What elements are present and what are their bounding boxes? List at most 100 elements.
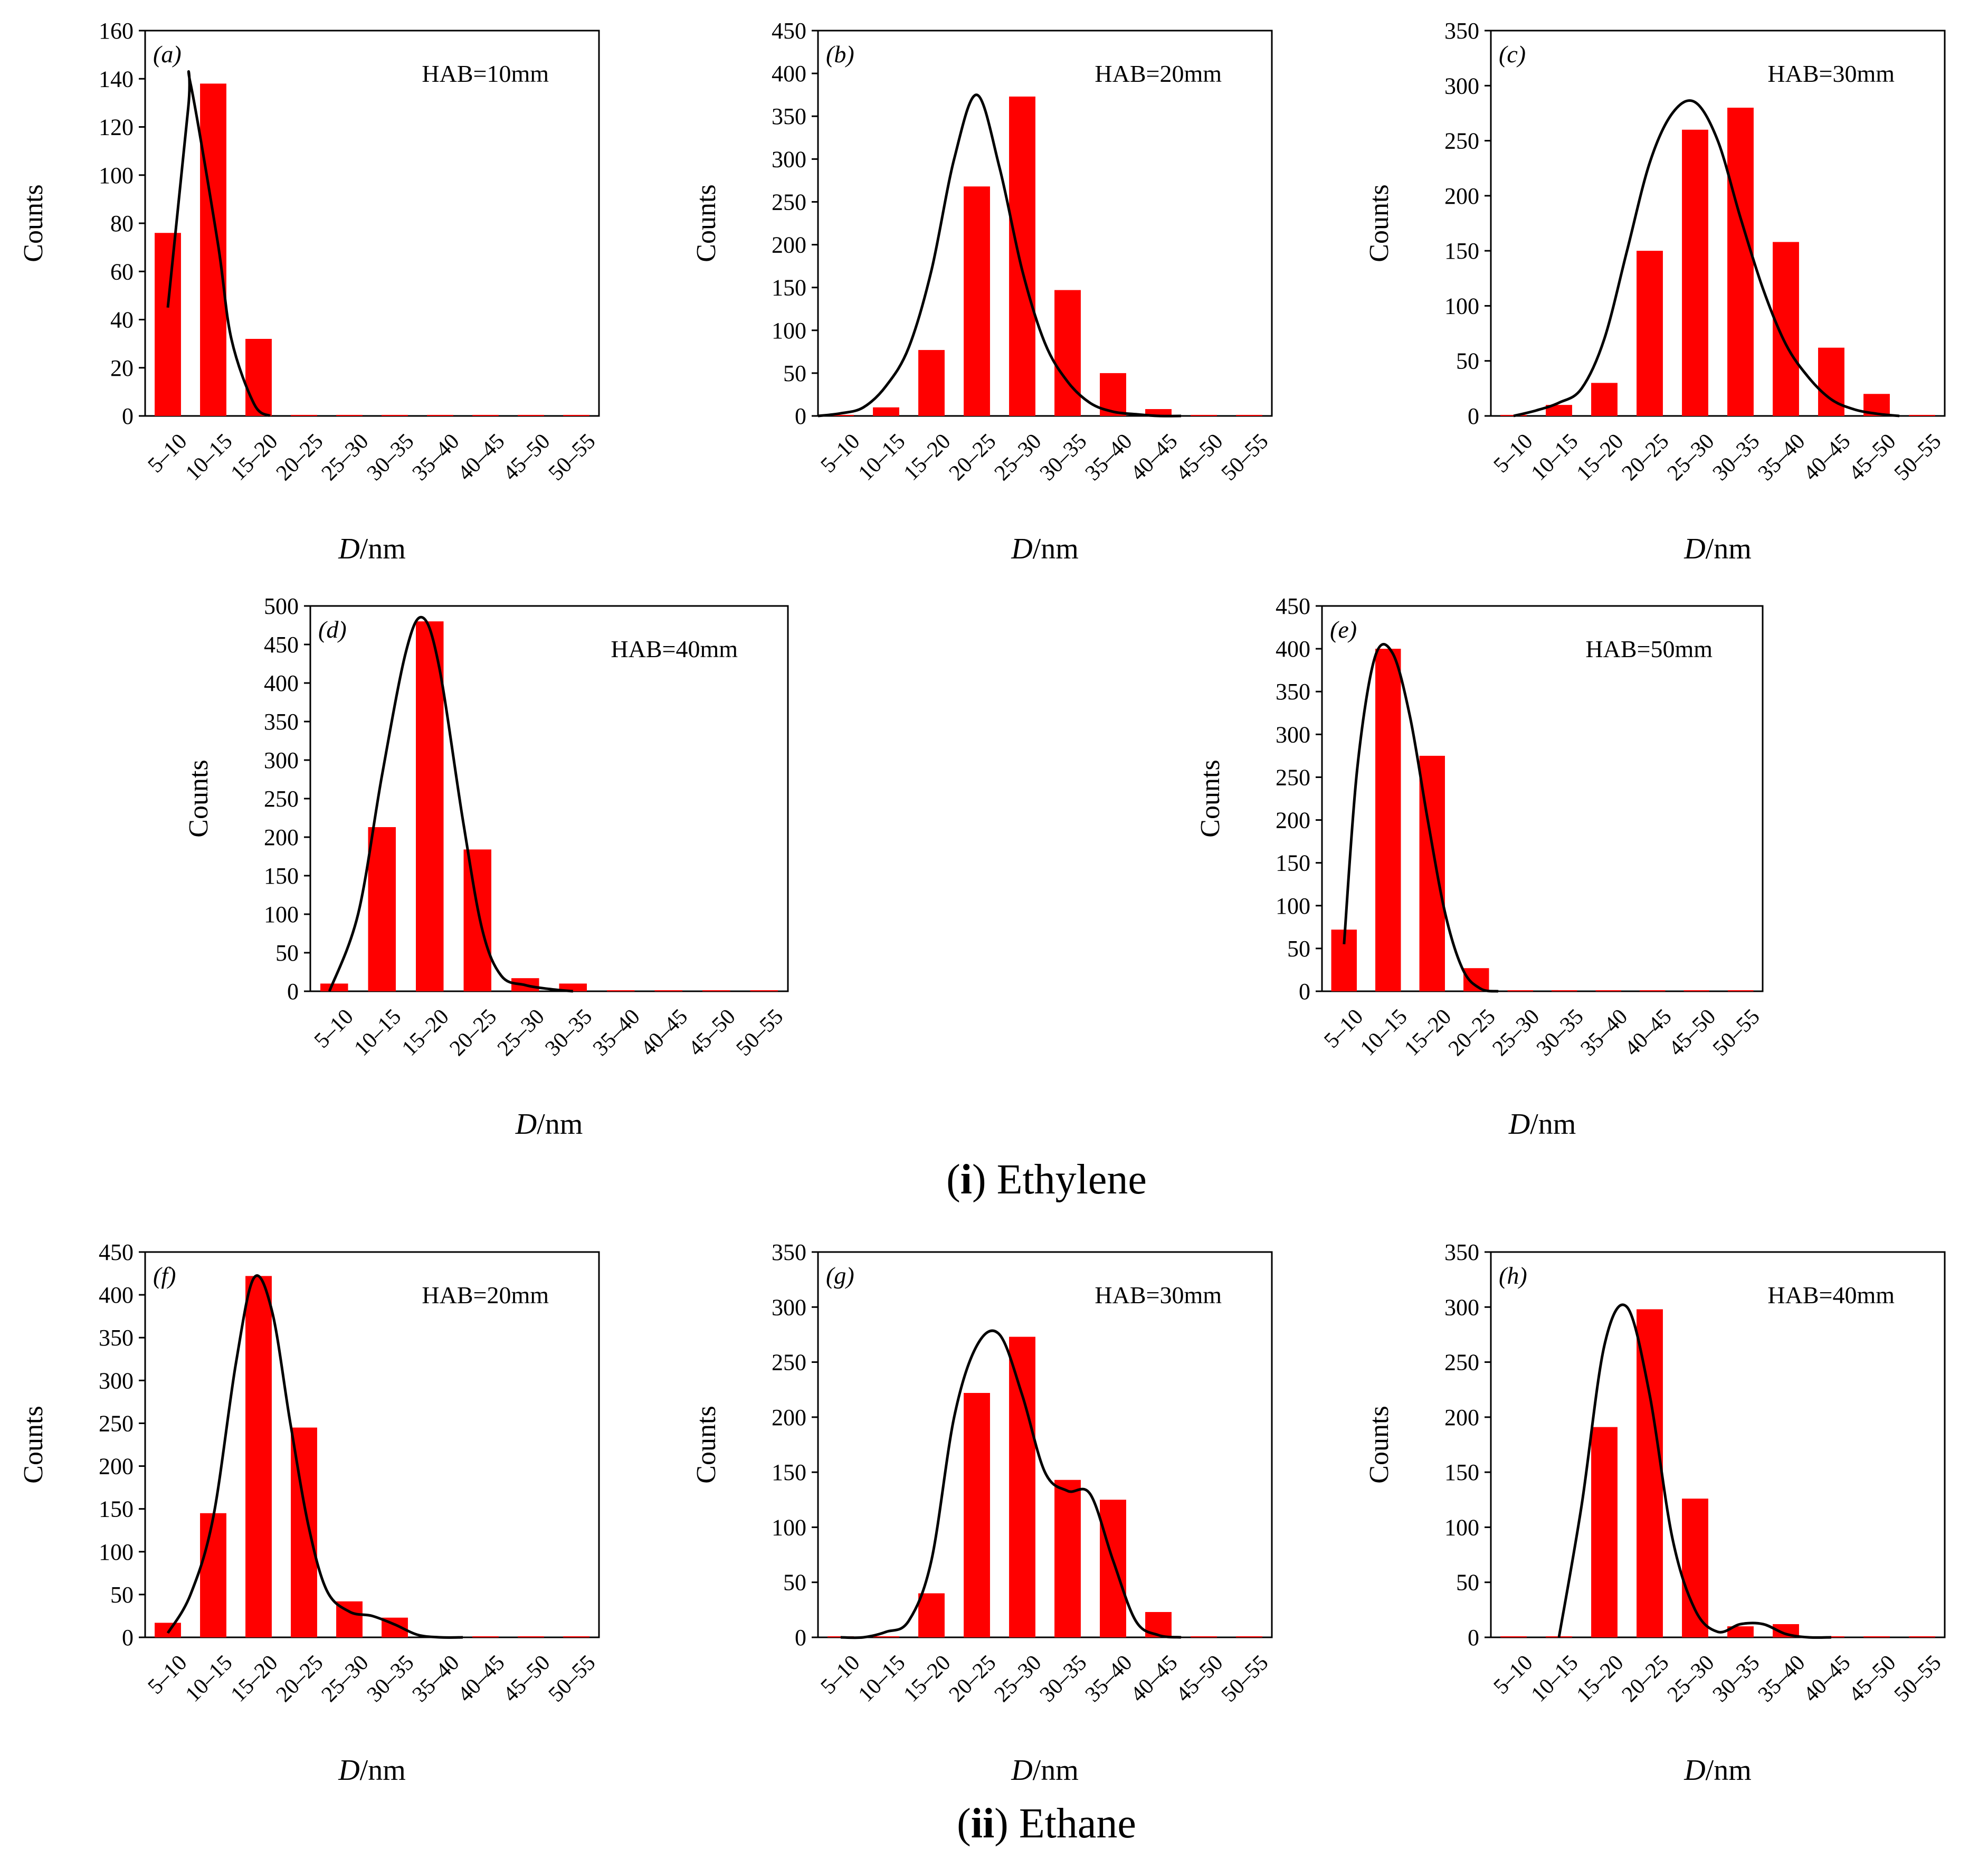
x-axis-label-unit: /nm [1033, 1754, 1079, 1787]
y-tick-label: 150 [1444, 1459, 1479, 1485]
x-axis-label-unit: /nm [1033, 533, 1079, 565]
x-tick-label: 40–45 [1620, 1004, 1677, 1061]
y-axis-label: Counts [184, 760, 214, 837]
x-tick-label: 15–20 [899, 1651, 956, 1707]
x-axis-label: D/nm [338, 1754, 406, 1787]
y-tick-label: 100 [772, 318, 806, 344]
y-tick-label: 0 [122, 1625, 134, 1651]
x-axis-label-unit: /nm [1706, 533, 1752, 565]
y-tick-label: 50 [783, 1570, 806, 1596]
y-tick-label: 350 [772, 103, 806, 129]
x-tick-label: 15–20 [226, 1651, 283, 1707]
bar-30–35 [1727, 108, 1754, 416]
x-tick-label: 20–25 [1618, 429, 1674, 486]
y-tick-label: 350 [99, 1325, 134, 1351]
fit-curve [817, 93, 1182, 418]
y-tick-label: 200 [1276, 808, 1310, 833]
plot-frame [1321, 605, 1764, 992]
plot-frame [144, 1251, 600, 1638]
y-tick-label: 300 [1444, 1294, 1479, 1320]
x-tick-label: 35–40 [588, 1004, 645, 1061]
y-tick-label: 200 [772, 1405, 806, 1430]
x-tick-label: 25–30 [317, 429, 374, 486]
plot-frame [817, 1251, 1273, 1638]
y-tick-label: 0 [1468, 1625, 1479, 1651]
x-tick-label: 10–15 [1356, 1004, 1412, 1061]
y-tick-label: 150 [264, 863, 299, 889]
x-tick-label: 30–35 [363, 1651, 419, 1707]
x-tick-label: 20–25 [272, 1651, 328, 1707]
chart-panel-h: 0501001502002503003505–1010–1515–2020–25… [1364, 1239, 1946, 1787]
hab-annotation: HAB=20mm [1095, 60, 1222, 87]
fit-curve [166, 1274, 463, 1639]
x-axis-label-unit: /nm [537, 1108, 583, 1141]
x-tick-label: 45–50 [684, 1004, 740, 1061]
y-tick-label: 100 [1444, 1514, 1479, 1540]
caption-ethane: (ii) Ethane [957, 1800, 1136, 1847]
y-tick-label: 50 [1456, 1570, 1479, 1596]
x-tick-label: 50–55 [1890, 429, 1946, 486]
y-tick-label: 100 [99, 163, 134, 188]
x-tick-label: 50–55 [1890, 1651, 1946, 1707]
y-tick-label: 350 [1444, 1239, 1479, 1265]
y-tick-label: 500 [264, 593, 299, 619]
y-tick-label: 300 [772, 146, 806, 172]
bar-25–30 [1682, 129, 1708, 416]
y-tick-label: 400 [1276, 636, 1310, 662]
x-tick-label: 30–35 [1708, 429, 1765, 486]
x-tick-label: 35–40 [1081, 429, 1137, 486]
y-tick-label: 200 [772, 232, 806, 258]
x-axis-label-unit: /nm [360, 1754, 406, 1787]
y-tick-label: 250 [99, 1410, 134, 1436]
x-tick-label: 15–20 [1400, 1004, 1456, 1061]
plot-frame [817, 30, 1273, 417]
panel-label: (f) [153, 1262, 176, 1289]
x-tick-label: 40–45 [1126, 429, 1183, 486]
y-tick-label: 150 [1276, 850, 1310, 876]
y-tick-label: 0 [1299, 979, 1310, 1004]
x-tick-label: 10–15 [854, 1651, 910, 1707]
y-tick-label: 300 [99, 1368, 134, 1393]
caption-ethylene-text: Ethylene [996, 1156, 1147, 1203]
bar-25–30 [1009, 96, 1035, 416]
y-tick-label: 450 [99, 1239, 134, 1265]
y-tick-label: 0 [287, 979, 299, 1004]
fit-curve [328, 615, 574, 993]
x-tick-label: 50–55 [1708, 1004, 1765, 1061]
x-tick-label: 35–40 [408, 1651, 464, 1707]
x-tick-label: 20–25 [1618, 1651, 1674, 1707]
y-tick-label: 150 [772, 1459, 806, 1485]
y-tick-label: 150 [99, 1496, 134, 1522]
y-axis-label: Counts [1364, 1406, 1394, 1483]
bar-15–20 [918, 1593, 945, 1637]
x-tick-label: 40–45 [453, 1651, 510, 1707]
y-tick-label: 250 [1276, 764, 1310, 790]
panel-label: (h) [1499, 1262, 1527, 1289]
y-tick-label: 120 [99, 115, 134, 140]
x-tick-label: 40–45 [636, 1004, 692, 1061]
x-tick-label: 45–50 [499, 1651, 555, 1707]
y-tick-label: 300 [772, 1294, 806, 1320]
x-tick-label: 45–50 [499, 429, 555, 486]
y-tick-label: 100 [264, 902, 299, 927]
x-tick-label: 15–20 [226, 429, 283, 486]
x-tick-label: 30–35 [363, 429, 419, 486]
bar-30–35 [1054, 290, 1081, 416]
y-tick-label: 100 [1444, 293, 1479, 319]
x-tick-label: 45–50 [1172, 1651, 1228, 1707]
x-tick-label: 50–55 [544, 429, 601, 486]
fit-curve [166, 70, 271, 418]
y-axis-label: Counts [1195, 760, 1225, 837]
bar-25–30 [1009, 1336, 1035, 1637]
chart-panel-g: 0501001502002503003505–1010–1515–2020–25… [691, 1239, 1273, 1787]
y-tick-label: 250 [1444, 1350, 1479, 1376]
caption-ethane-text: Ethane [1019, 1800, 1136, 1847]
bar-30–35 [1727, 1626, 1754, 1637]
x-tick-label: 30–35 [1708, 1651, 1765, 1707]
panel-label: (b) [826, 41, 854, 68]
hab-annotation: HAB=40mm [611, 636, 738, 662]
x-tick-label: 45–50 [1664, 1004, 1720, 1061]
bar-35–40 [1773, 242, 1799, 416]
x-axis-label: D/nm [1011, 533, 1079, 565]
x-axis-label-symbol: D [338, 1754, 359, 1787]
